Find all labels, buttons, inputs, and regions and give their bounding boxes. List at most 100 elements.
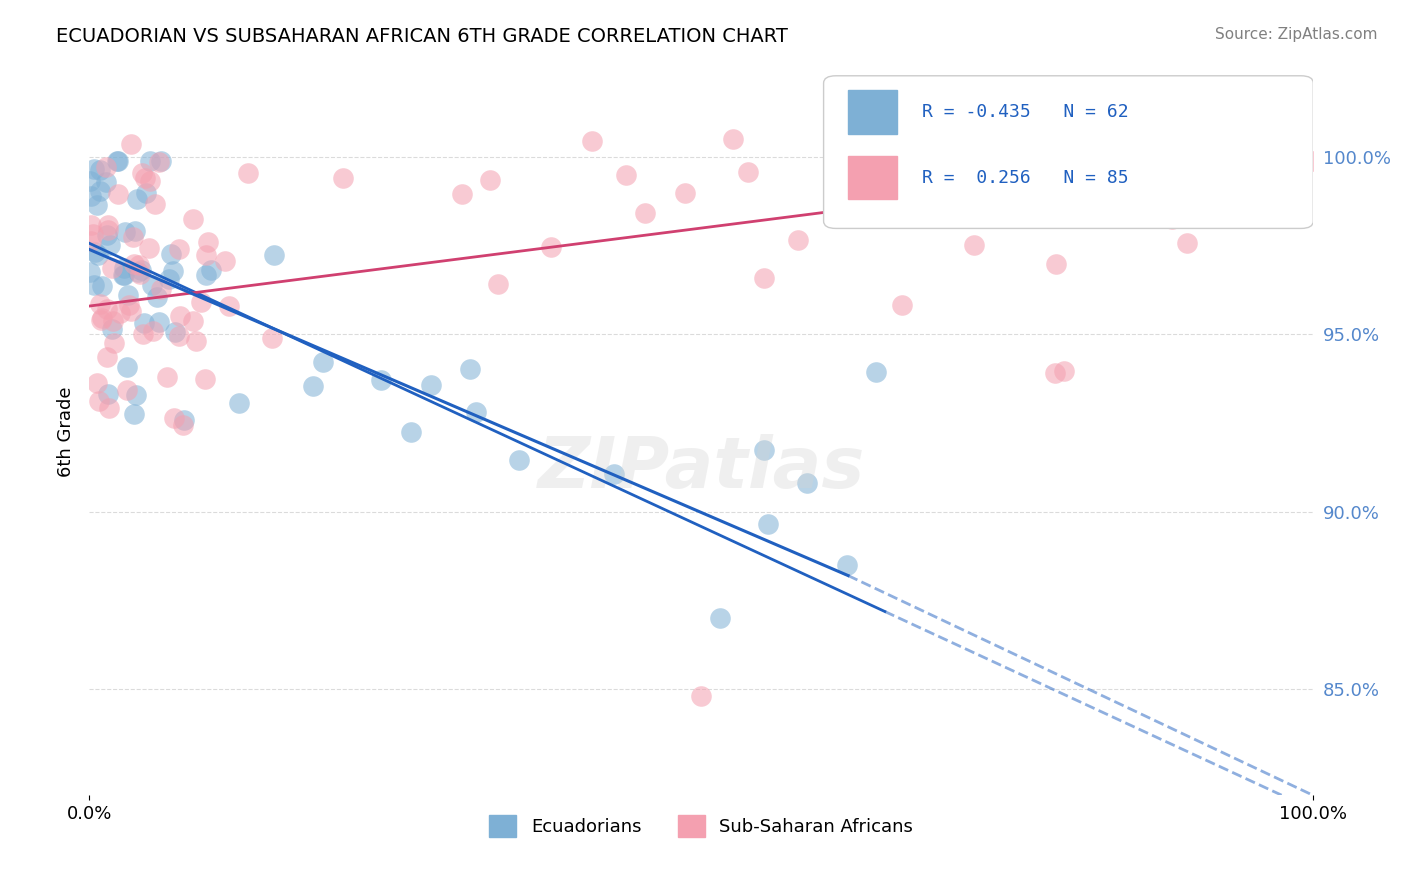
Point xyxy=(80,218,103,232)
Bar xyxy=(848,156,897,199)
Point xyxy=(167,329,190,343)
Legend: Ecuadorians, Sub-Saharan Africans: Ecuadorians, Sub-Saharan Africans xyxy=(482,808,920,845)
Point xyxy=(238,166,260,180)
Point xyxy=(125,388,148,402)
Point xyxy=(737,164,759,178)
Point xyxy=(148,315,170,329)
Point xyxy=(79,265,101,279)
Point xyxy=(787,233,810,247)
Point xyxy=(89,184,111,198)
Point xyxy=(84,245,107,260)
Point xyxy=(97,218,120,232)
Point xyxy=(138,241,160,255)
Point xyxy=(122,407,145,421)
Point xyxy=(112,268,135,282)
Point xyxy=(124,224,146,238)
Point xyxy=(214,253,236,268)
Point xyxy=(129,263,152,277)
Point xyxy=(86,376,108,390)
Point xyxy=(846,132,869,146)
Point xyxy=(399,425,422,440)
Text: R = -0.435   N = 62: R = -0.435 N = 62 xyxy=(921,103,1128,121)
Point xyxy=(83,278,105,293)
Point xyxy=(82,227,104,241)
Point xyxy=(1161,211,1184,226)
Point xyxy=(828,197,851,211)
Point xyxy=(141,277,163,292)
Point xyxy=(752,271,775,285)
Bar xyxy=(848,90,897,134)
Point xyxy=(581,134,603,148)
Point xyxy=(157,272,180,286)
Point xyxy=(796,475,818,490)
Point xyxy=(218,299,240,313)
Point xyxy=(1302,153,1324,168)
Point xyxy=(262,331,284,345)
Point xyxy=(107,153,129,168)
Point xyxy=(118,298,141,312)
Text: Source: ZipAtlas.com: Source: ZipAtlas.com xyxy=(1215,27,1378,42)
Point xyxy=(128,258,150,272)
Point xyxy=(634,206,657,220)
Point xyxy=(963,238,986,252)
Point xyxy=(89,297,111,311)
Point xyxy=(107,186,129,201)
Point xyxy=(197,235,219,250)
Point xyxy=(94,160,117,174)
Point xyxy=(80,189,103,203)
Point xyxy=(135,186,157,200)
Point xyxy=(120,136,142,151)
Point xyxy=(181,314,204,328)
Point xyxy=(709,611,731,625)
Point xyxy=(132,326,155,341)
Point xyxy=(905,162,928,177)
Text: R =  0.256   N = 85: R = 0.256 N = 85 xyxy=(921,169,1128,186)
Point xyxy=(195,268,218,282)
Point xyxy=(97,223,120,237)
Point xyxy=(94,175,117,189)
Point xyxy=(91,311,114,326)
Point xyxy=(97,387,120,401)
Point xyxy=(160,247,183,261)
Point xyxy=(117,287,139,301)
Point xyxy=(302,379,325,393)
Point xyxy=(139,174,162,188)
Point xyxy=(370,373,392,387)
Y-axis label: 6th Grade: 6th Grade xyxy=(58,387,75,477)
Point xyxy=(142,324,165,338)
Point xyxy=(172,417,194,432)
Point xyxy=(127,192,149,206)
Point xyxy=(200,262,222,277)
Point xyxy=(89,162,111,177)
Point xyxy=(486,277,509,292)
Point xyxy=(127,265,149,279)
Text: ECUADORIAN VS SUBSAHARAN AFRICAN 6TH GRADE CORRELATION CHART: ECUADORIAN VS SUBSAHARAN AFRICAN 6TH GRA… xyxy=(56,27,789,45)
Point xyxy=(101,260,124,275)
Point xyxy=(1045,257,1067,271)
Point xyxy=(891,297,914,311)
Point xyxy=(183,212,205,227)
Point xyxy=(121,229,143,244)
Point xyxy=(98,238,121,252)
Point xyxy=(228,396,250,410)
Point xyxy=(912,147,935,161)
Point xyxy=(105,153,128,168)
Point xyxy=(111,268,134,282)
Point xyxy=(837,558,859,572)
Point xyxy=(114,225,136,239)
Point xyxy=(723,132,745,146)
Point xyxy=(956,167,979,181)
Point xyxy=(86,197,108,211)
Point xyxy=(162,264,184,278)
Point xyxy=(1043,366,1066,380)
Point xyxy=(90,313,112,327)
Point xyxy=(478,172,501,186)
Point xyxy=(96,351,118,365)
FancyBboxPatch shape xyxy=(824,76,1313,228)
Point xyxy=(115,383,138,397)
Point xyxy=(145,290,167,304)
Point xyxy=(1053,364,1076,378)
Point xyxy=(263,248,285,262)
Point xyxy=(97,401,120,415)
Point xyxy=(194,372,217,386)
